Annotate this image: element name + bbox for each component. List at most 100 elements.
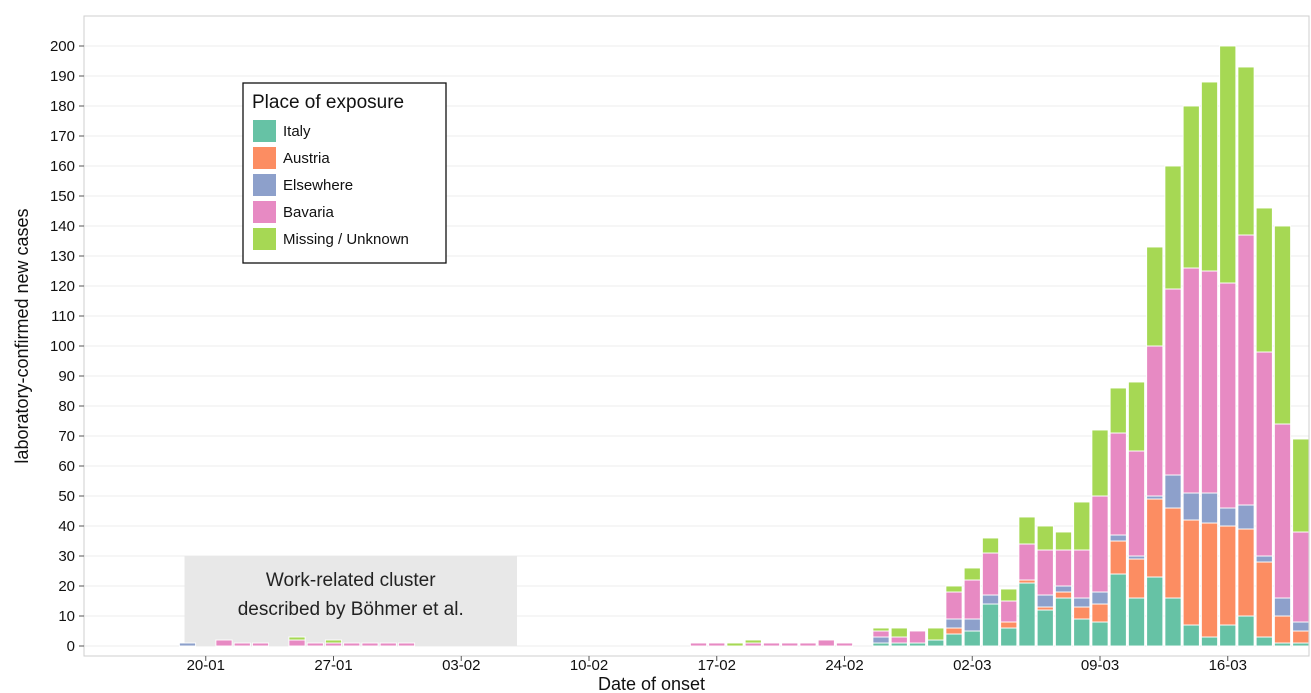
bar-segment-elsewhere <box>1255 555 1273 563</box>
x-tick-label: 20-01 <box>187 657 225 674</box>
bar-segment-missing-unknown <box>1255 207 1273 353</box>
legend-box <box>242 82 447 264</box>
bar-segment-bavaria <box>1127 450 1146 557</box>
y-tick-label: 170 <box>50 128 75 145</box>
y-tick-label: 180 <box>50 98 75 115</box>
bar-segment-bavaria <box>781 642 799 647</box>
bar-segment-italy <box>1127 597 1146 647</box>
bar-segment-italy <box>1200 636 1219 647</box>
legend-label: Elsewhere <box>283 177 353 194</box>
legend-label: Austria <box>283 150 330 167</box>
legend-label: Missing / Unknown <box>283 231 409 248</box>
bar-segment-bavaria <box>817 639 835 647</box>
bar-segment-austria <box>1091 603 1109 623</box>
x-axis-title: Date of onset <box>598 674 705 693</box>
bar-segment-italy <box>890 642 908 647</box>
bar-segment-missing-unknown <box>945 585 963 593</box>
bar-segment-bavaria <box>251 642 270 647</box>
bar-segment-bavaria <box>1219 282 1237 509</box>
stacked-bars <box>178 45 1311 647</box>
bar-segment-bavaria <box>762 642 781 647</box>
y-tick-label: 80 <box>58 398 75 415</box>
bar-segment-elsewhere <box>1036 594 1054 608</box>
bar-segment-bavaria <box>689 642 708 647</box>
bar-segment-italy <box>1219 624 1237 647</box>
legend-swatch-italy <box>253 120 276 142</box>
bar-segment-missing-unknown <box>963 567 981 581</box>
bar-segment-missing-unknown <box>1200 81 1219 272</box>
bar-segment-elsewhere <box>1073 597 1091 608</box>
x-tick-label: 09-03 <box>1081 657 1119 674</box>
bar-segment-bavaria <box>1109 432 1127 536</box>
bar-segment-elsewhere <box>1219 507 1237 527</box>
y-tick-label: 110 <box>51 308 75 325</box>
x-tick-label: 02-03 <box>953 657 991 674</box>
bar-segment-missing-unknown <box>1164 165 1182 290</box>
bar-segment-austria <box>1018 579 1036 584</box>
bar-segment-bavaria <box>981 552 1000 596</box>
bar-segment-bavaria <box>215 639 233 647</box>
x-axis-ticks: 20-01 27-01 03-02 10-02 17-02 24-02 02-03 09-03… <box>187 656 1247 674</box>
bar-segment-austria <box>945 627 963 635</box>
bar-segment-austria <box>1109 540 1127 575</box>
x-tick-label: 17-02 <box>698 657 736 674</box>
bar-segment-austria <box>1255 561 1273 638</box>
bar-segment-elsewhere <box>1164 474 1182 509</box>
legend-label: Bavaria <box>283 204 335 221</box>
bar-segment-elsewhere <box>1109 534 1127 542</box>
bar-segment-italy <box>1237 615 1255 647</box>
bar-segment-italy <box>1182 624 1200 647</box>
x-tick-label: 16-03 <box>1209 657 1247 674</box>
y-tick-label: 60 <box>58 458 75 475</box>
legend-swatch-austria <box>253 147 276 169</box>
bar-segment-bavaria <box>1273 423 1292 599</box>
bar-segment-missing-unknown <box>981 537 1000 554</box>
bar-segment-austria <box>1200 522 1219 638</box>
bar-segment-bavaria <box>890 636 908 644</box>
bar-segment-italy <box>1292 642 1310 647</box>
bar-segment-missing-unknown <box>1073 501 1091 551</box>
bar-segment-missing-unknown <box>1127 381 1146 452</box>
bar-segment-elsewhere <box>981 594 1000 605</box>
bar-segment-bavaria <box>708 642 726 647</box>
bar-segment-austria <box>1219 525 1237 626</box>
bar-segment-bavaria <box>1255 351 1273 557</box>
y-tick-label: 120 <box>50 278 75 295</box>
bar-segment-missing-unknown <box>1036 525 1054 551</box>
bar-segment-missing-unknown <box>1018 516 1036 545</box>
bar-segment-bavaria <box>799 642 817 647</box>
bar-segment-elsewhere <box>1146 495 1164 500</box>
y-tick-label: 30 <box>58 548 75 565</box>
bar-segment-missing-unknown <box>726 642 744 647</box>
bar-segment-bavaria <box>1164 288 1182 476</box>
plot-area-frame <box>83 15 1310 657</box>
bar-segment-bavaria <box>1200 270 1219 494</box>
x-tick-label: 27-01 <box>314 657 352 674</box>
bar-segment-missing-unknown <box>872 627 890 632</box>
bar-segment-elsewhere <box>178 642 197 647</box>
cluster-annotation-line-2: described by Böhmer et al. <box>238 599 464 620</box>
bar-segment-italy <box>981 603 1000 647</box>
bar-segment-austria <box>1164 507 1182 599</box>
bar-segment-missing-unknown <box>927 627 945 641</box>
y-tick-label: 130 <box>50 248 75 265</box>
bar-segment-austria <box>1273 615 1292 644</box>
y-tick-label: 70 <box>58 428 75 445</box>
bar-segment-bavaria <box>1182 267 1200 494</box>
bar-segment-elsewhere <box>1273 597 1292 617</box>
bar-segment-austria <box>1146 498 1164 578</box>
bar-segment-bavaria <box>872 630 890 638</box>
bar-segment-bavaria <box>1000 600 1018 623</box>
bar-segment-italy <box>872 642 890 647</box>
bar-segment-missing-unknown <box>1109 387 1127 434</box>
bar-segment-elsewhere <box>963 618 981 632</box>
legend-label: Italy <box>283 123 311 140</box>
bar-segment-missing-unknown <box>1182 105 1200 269</box>
gridlines <box>84 45 1309 647</box>
bar-segment-elsewhere <box>872 636 890 644</box>
bar-segment-bavaria <box>963 579 981 620</box>
bar-segment-italy <box>945 633 963 647</box>
x-tick-label: 24-02 <box>825 657 863 674</box>
bar-segment-missing-unknown <box>1091 429 1109 497</box>
bar-segment-italy <box>1091 621 1109 647</box>
